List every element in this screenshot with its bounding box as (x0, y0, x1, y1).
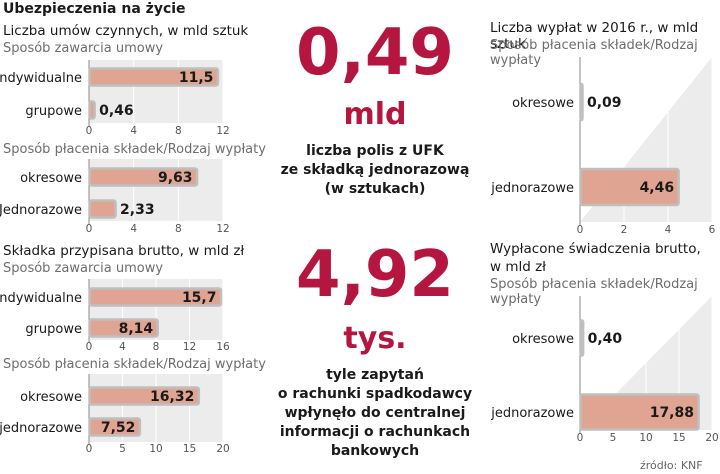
tick-label: 0 (86, 341, 93, 353)
chart3-title: Składka przypisana brutto, w mld zł (3, 243, 245, 259)
chart-4: 16,32 okresowe 7,52 jednorazowe 0 5 10 15 20 (0, 374, 230, 455)
tick-label: 12 (216, 223, 229, 235)
category-label: jednorazowe (490, 181, 574, 196)
bar (579, 319, 585, 357)
data-label: 11,5 (179, 70, 214, 86)
stat2-caption-line: o rachunki spadkodawcy (277, 386, 473, 402)
tick-label: 6 (709, 224, 716, 236)
tick-label: 20 (705, 432, 718, 444)
stat1-unit: mld (343, 97, 407, 132)
category-label: jednorazowe (0, 421, 82, 436)
tick-label: 4 (119, 341, 126, 353)
bar (88, 386, 201, 406)
data-label: 16,32 (150, 389, 194, 405)
tick-label: 8 (175, 125, 182, 137)
chart-5: 0,09 okresowe 4,46 jednorazowe 0 2 4 6 (490, 57, 716, 236)
data-label: 4,46 (640, 180, 675, 196)
tick-label: 16 (216, 341, 230, 353)
category-label: grupowe (25, 104, 82, 119)
tick-label: 10 (149, 443, 162, 455)
bar (579, 393, 700, 431)
stat1-caption-line: ze składką jednorazową (280, 162, 470, 178)
stat2-caption-line: bankowych (330, 443, 420, 459)
chart-1: 11,5 indywidualne 0,46 grupowe 0 4 8 12 (0, 60, 230, 137)
tick-label: 5 (119, 443, 126, 455)
stat2-caption: tyle zapytań o rachunki spadkodawcy wpły… (255, 366, 495, 461)
bar (579, 82, 584, 122)
chart4-subtitle: Sposób płacenia składek/Rodzaj wypłaty (3, 357, 266, 372)
stat1-caption: liczba polis z UFK ze składką jednorazow… (255, 142, 495, 199)
data-label: 0,40 (588, 331, 623, 347)
tick-label: 15 (672, 432, 685, 444)
tick-label: 8 (153, 341, 160, 353)
category-label: okresowe (512, 96, 574, 111)
category-label: grupowe (25, 322, 82, 337)
chart5-subtitle: Sposób płacenia składek/Rodzaj wypłaty (490, 38, 698, 68)
bar (88, 67, 220, 87)
tick-label: 4 (130, 223, 137, 235)
chart1-title: Liczba umów czynnych, w mld sztuk (3, 23, 249, 39)
data-label: 17,88 (650, 405, 694, 421)
category-label: Jednorazowe (0, 203, 82, 218)
stat2-caption-line: informacji o rachunkach (279, 424, 471, 440)
tick-label: 5 (610, 432, 617, 444)
data-label: 9,63 (158, 170, 193, 186)
chart6-subtitle: Sposób płacenia składek/Rodzaj wypłaty (490, 277, 698, 307)
data-label: 15,7 (182, 290, 217, 306)
data-label: 2,33 (120, 202, 155, 218)
bar (88, 318, 159, 338)
tick-label: 12 (183, 341, 196, 353)
stat2-caption-line: tyle zapytań (326, 367, 424, 383)
chart2-subtitle: Sposób płacenia składek/Rodzaj wypłaty (3, 142, 266, 157)
source-note: źródło: KNF (640, 459, 703, 472)
chart6-title-line1: Wypłacone świadczenia brutto, (490, 241, 701, 257)
chart3-subtitle: Sposób zawarcia umowy (3, 261, 164, 276)
tick-label: 0 (86, 443, 93, 455)
data-label: 7,52 (101, 420, 136, 436)
bar (579, 167, 680, 207)
category-label: Indywidualne (0, 291, 82, 306)
tick-label: 10 (639, 432, 652, 444)
page-title: Ubezpieczenia na życie (3, 1, 186, 17)
tick-label: 4 (130, 125, 137, 137)
chart5-title: Liczba wypłat w 2016 r., w mld sztuk (490, 20, 699, 52)
tick-label: 0 (577, 432, 584, 444)
chart-2: 9,63 okresowe 2,33 Jednorazowe 0 4 8 12 (0, 159, 230, 235)
tick-label: 8 (175, 223, 182, 235)
tick-label: 20 (216, 443, 229, 455)
data-label: 8,14 (119, 321, 154, 337)
category-label: okresowe (20, 390, 82, 405)
tick-label: 12 (216, 125, 229, 137)
data-label: 0,09 (587, 95, 622, 111)
bar (88, 417, 142, 437)
tick-label: 0 (577, 224, 584, 236)
category-label: jednorazowe (490, 406, 574, 421)
category-label: okresowe (20, 171, 82, 186)
chart6-title-line2: w mld zł (490, 259, 547, 275)
bar (88, 100, 96, 120)
bar (88, 199, 117, 219)
stat1-value: 0,49 (296, 16, 454, 90)
stat2-unit: tys. (343, 321, 407, 356)
stat2-caption-line: wpłynęło do centralnej (284, 405, 466, 421)
category-label: indywidualne (0, 71, 82, 86)
chart-3: 15,7 Indywidualne 8,14 grupowe 0 4 8 12 16 (0, 279, 230, 353)
tick-label: 2 (621, 224, 628, 236)
tick-label: 15 (183, 443, 196, 455)
chart1-subtitle: Sposób zawarcia umowy (3, 41, 164, 56)
tick-label: 0 (86, 223, 93, 235)
stat2-value: 4,92 (296, 238, 454, 312)
data-label: 0,46 (99, 103, 134, 119)
category-label: okresowe (512, 332, 574, 347)
tick-label: 0 (86, 125, 93, 137)
stat1-caption-line: liczba polis z UFK (306, 143, 444, 159)
bar (88, 167, 199, 187)
bar (88, 287, 223, 307)
tick-label: 4 (665, 224, 672, 236)
stat1-caption-line: (w sztukach) (324, 181, 426, 197)
